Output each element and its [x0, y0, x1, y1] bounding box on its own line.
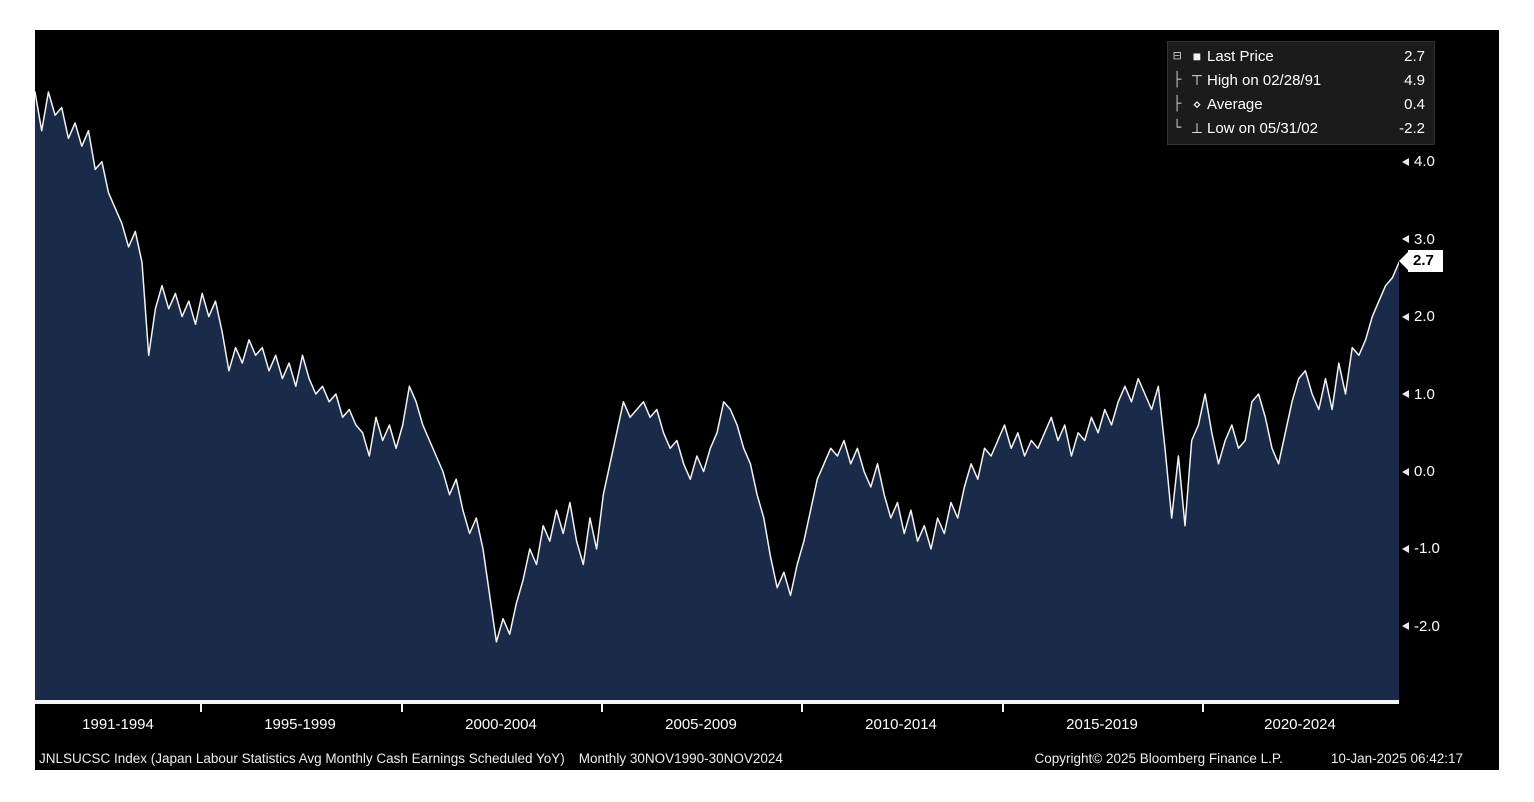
legend-label: Average	[1207, 95, 1263, 113]
x-axis-tick	[200, 704, 202, 712]
y-axis-tick: 2.0	[1402, 308, 1435, 326]
timestamp: 10-Jan-2025 06:42:17	[1330, 751, 1463, 766]
price-line	[35, 91, 1399, 643]
low-marker-icon: ⊥	[1190, 119, 1204, 136]
y-axis-tick: 1.0	[1402, 385, 1435, 403]
price-area-chart[interactable]	[35, 30, 1399, 700]
x-axis-line	[35, 700, 1399, 704]
tick-arrow-icon	[1402, 157, 1409, 166]
y-axis-tick: -2.0	[1402, 617, 1440, 635]
tick-arrow-icon	[1402, 312, 1409, 321]
average-marker-icon: ⋄	[1192, 95, 1202, 112]
y-axis[interactable]: 5.04.03.02.01.00.0-1.0-2.0	[1399, 30, 1499, 704]
y-axis-tick: 0.0	[1402, 463, 1435, 481]
legend-value: 2.7	[1404, 47, 1425, 65]
chart-legend: ⊟ ■ Last Price 2.7 ├ ⊤ High on 02/28/91 …	[1167, 41, 1435, 145]
y-axis-tick-label: 4.0	[1414, 153, 1435, 171]
legend-label: Low on 05/31/02	[1207, 119, 1318, 137]
x-axis-tick	[1002, 704, 1004, 712]
legend-item[interactable]: ├ ⊤ High on 02/28/91 4.9	[1173, 68, 1425, 92]
x-axis-tick	[601, 704, 603, 712]
x-axis-label: 2005-2009	[665, 716, 737, 733]
legend-item[interactable]: ⊟ ■ Last Price 2.7	[1173, 44, 1425, 68]
y-axis-tick-label: 3.0	[1414, 230, 1435, 248]
date-range: Monthly 30NOV1990-30NOV2024	[578, 751, 783, 766]
x-axis-label: 1995-1999	[264, 716, 336, 733]
legend-item[interactable]: └ ⊥ Low on 05/31/02 -2.2	[1173, 116, 1425, 140]
tree-branch-icon: ├	[1173, 96, 1182, 112]
y-axis-tick-label: 2.0	[1414, 308, 1435, 326]
x-axis-label: 2000-2004	[465, 716, 537, 733]
x-axis-tick	[1202, 704, 1204, 712]
tick-arrow-icon	[1402, 544, 1409, 553]
tick-arrow-icon	[1402, 622, 1409, 631]
copyright-text: Copyright© 2025 Bloomberg Finance L.P.	[1034, 751, 1283, 766]
security-description: JNLSUCSC Index (Japan Labour Statistics …	[39, 751, 565, 766]
legend-value: -2.2	[1399, 119, 1425, 137]
x-axis-label: 2020-2024	[1264, 716, 1336, 733]
last-price-marker: 2.7	[1399, 250, 1443, 273]
legend-value: 0.4	[1404, 95, 1425, 113]
y-axis-tick: 3.0	[1402, 230, 1435, 248]
y-axis-tick-label: 0.0	[1414, 463, 1435, 480]
high-marker-icon: ⊤	[1190, 71, 1204, 88]
tick-arrow-icon	[1402, 235, 1409, 244]
y-axis-tick-label: -2.0	[1414, 617, 1440, 635]
x-axis-label: 2010-2014	[865, 716, 937, 733]
last-price-value: 2.7	[1408, 250, 1443, 273]
tree-collapse-icon: ⊟	[1173, 48, 1182, 64]
x-axis-label: 1991-1994	[82, 716, 154, 733]
legend-item[interactable]: ├ ⋄ Average 0.4	[1173, 92, 1425, 116]
y-axis-tick-label: 1.0	[1414, 385, 1435, 403]
legend-value: 4.9	[1404, 71, 1425, 89]
tree-end-icon: └	[1173, 120, 1182, 136]
legend-label: Last Price	[1207, 47, 1274, 65]
last-price-square-icon: ■	[1192, 48, 1202, 64]
legend-label: High on 02/28/91	[1207, 71, 1322, 89]
tree-branch-icon: ├	[1173, 72, 1182, 88]
chart-panel: ⊟ ■ Last Price 2.7 ├ ⊤ High on 02/28/91 …	[35, 30, 1499, 770]
y-axis-tick-label: -1.0	[1414, 540, 1440, 558]
y-axis-tick: -1.0	[1402, 540, 1440, 558]
tick-arrow-icon	[1402, 467, 1409, 476]
y-axis-tick: 4.0	[1402, 153, 1435, 171]
x-axis[interactable]: 1991-1994 1995-1999 2000-2004 2005-2009 2010…	[35, 704, 1399, 746]
price-arrow-icon	[1399, 252, 1408, 271]
x-axis-tick	[801, 704, 803, 712]
area-fill	[35, 92, 1399, 700]
tick-arrow-icon	[1402, 390, 1409, 399]
x-axis-label: 2015-2019	[1066, 716, 1138, 733]
x-axis-tick	[401, 704, 403, 712]
chart-footer: JNLSUCSC Index (Japan Labour Statistics …	[39, 751, 1463, 766]
